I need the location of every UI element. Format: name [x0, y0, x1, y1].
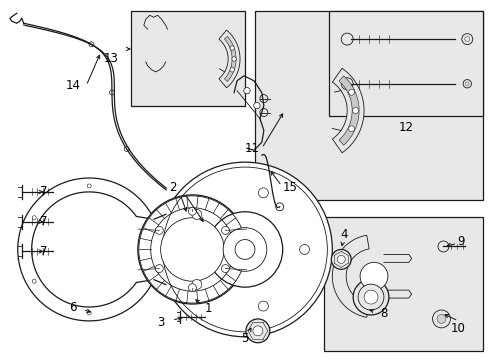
- Text: 7: 7: [40, 185, 47, 198]
- Text: 15: 15: [282, 181, 297, 194]
- Circle shape: [188, 284, 196, 292]
- Circle shape: [258, 301, 268, 311]
- Text: 10: 10: [450, 322, 465, 336]
- Circle shape: [191, 279, 202, 289]
- Circle shape: [207, 212, 282, 287]
- Circle shape: [244, 87, 250, 94]
- Circle shape: [223, 228, 266, 271]
- Text: 2: 2: [168, 181, 176, 194]
- Circle shape: [155, 226, 163, 234]
- Circle shape: [188, 207, 196, 215]
- Text: 3: 3: [157, 316, 164, 329]
- Bar: [328, 11, 482, 116]
- Circle shape: [231, 57, 236, 61]
- Polygon shape: [332, 235, 368, 317]
- Circle shape: [155, 265, 163, 273]
- Circle shape: [341, 33, 352, 45]
- Circle shape: [253, 102, 260, 109]
- Circle shape: [235, 239, 254, 260]
- Circle shape: [432, 310, 449, 328]
- Circle shape: [352, 279, 388, 315]
- Polygon shape: [219, 30, 240, 88]
- Text: 1: 1: [204, 302, 212, 315]
- Text: 14: 14: [66, 79, 81, 92]
- Text: 13: 13: [104, 52, 119, 65]
- Circle shape: [337, 255, 345, 264]
- Circle shape: [462, 80, 470, 88]
- Text: 4: 4: [340, 228, 347, 241]
- Text: 12: 12: [398, 121, 413, 134]
- Circle shape: [465, 82, 468, 86]
- Circle shape: [352, 108, 358, 113]
- Text: 11: 11: [244, 142, 259, 155]
- Circle shape: [464, 37, 469, 41]
- Polygon shape: [332, 68, 363, 153]
- Circle shape: [258, 188, 268, 198]
- Text: 7: 7: [40, 215, 47, 228]
- Bar: [254, 11, 482, 200]
- Circle shape: [161, 218, 224, 281]
- Circle shape: [359, 262, 387, 290]
- Circle shape: [364, 290, 377, 304]
- Circle shape: [437, 241, 448, 252]
- Text: 7: 7: [40, 245, 47, 258]
- Polygon shape: [18, 178, 154, 321]
- Circle shape: [331, 249, 350, 269]
- Circle shape: [357, 284, 383, 310]
- Circle shape: [348, 89, 354, 95]
- Polygon shape: [224, 36, 236, 81]
- Circle shape: [461, 33, 472, 45]
- Text: 8: 8: [380, 307, 387, 320]
- Circle shape: [436, 314, 445, 323]
- Circle shape: [229, 68, 234, 72]
- Bar: [324, 217, 482, 351]
- Circle shape: [229, 46, 234, 50]
- Text: 5: 5: [241, 332, 248, 345]
- Circle shape: [245, 319, 269, 343]
- Circle shape: [252, 326, 263, 336]
- Polygon shape: [338, 76, 358, 145]
- Circle shape: [138, 195, 246, 304]
- Text: 6: 6: [69, 301, 77, 314]
- Circle shape: [348, 126, 354, 132]
- Circle shape: [191, 210, 202, 220]
- Circle shape: [221, 265, 229, 273]
- Circle shape: [299, 244, 309, 255]
- Circle shape: [157, 162, 332, 337]
- Text: 9: 9: [457, 235, 464, 248]
- Circle shape: [341, 78, 352, 90]
- Circle shape: [221, 226, 229, 234]
- Bar: [131, 11, 244, 105]
